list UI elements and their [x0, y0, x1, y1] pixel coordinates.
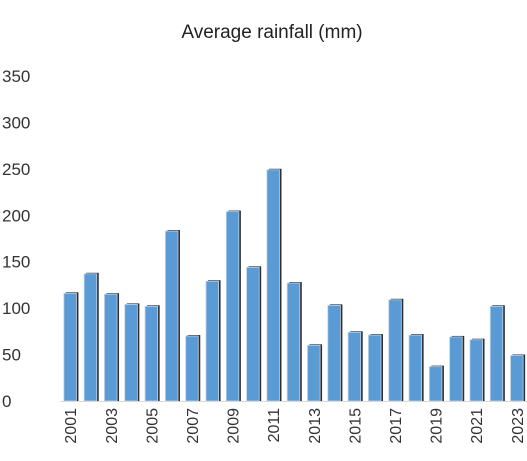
- x-tick-label: 2017: [388, 408, 405, 444]
- bar-2005: [144, 305, 159, 402]
- y-axis: 0 50 100 150 200 250 300 350: [2, 67, 30, 411]
- bar-2004: [124, 304, 138, 402]
- x-tick-label: 2013: [307, 408, 324, 444]
- x-tick-label: 2005: [144, 408, 161, 444]
- bar-2016: [368, 334, 382, 402]
- x-tick-label: 2015: [347, 408, 364, 444]
- y-tick-label: 250: [2, 160, 30, 179]
- bar-2011: [266, 169, 280, 402]
- bar-2021: [469, 339, 483, 402]
- x-tick-label: 2001: [63, 408, 80, 444]
- y-tick-label: 200: [2, 206, 30, 225]
- x-tick-label: 2023: [510, 408, 527, 444]
- y-tick-label: 150: [2, 253, 30, 272]
- bars: [63, 168, 526, 402]
- x-tick-label: 2019: [429, 408, 446, 444]
- x-tick-label: 2007: [185, 408, 202, 444]
- bar-2006: [164, 230, 179, 402]
- bar-2002: [83, 273, 98, 402]
- y-tick-label: 50: [2, 346, 21, 365]
- bar-2008: [205, 280, 219, 402]
- y-tick-label: 100: [2, 299, 30, 318]
- bar-2020: [449, 336, 463, 402]
- bar-2015: [347, 331, 362, 402]
- y-tick-label: 350: [2, 67, 30, 86]
- y-tick-label: 0: [2, 392, 11, 411]
- y-tick-label: 300: [2, 113, 30, 132]
- bar-2007: [185, 335, 199, 402]
- bar-2009: [225, 211, 240, 402]
- bar-2010: [246, 266, 260, 402]
- x-tick-label: 2003: [104, 408, 121, 444]
- x-tick-label: 2009: [226, 408, 243, 444]
- bar-2012: [286, 282, 301, 402]
- bar-2001: [63, 292, 77, 402]
- bar-2003: [104, 293, 118, 402]
- chart-title: Average rainfall (mm): [181, 22, 362, 43]
- bar-2018: [408, 334, 423, 402]
- bar-2022: [489, 305, 504, 402]
- x-axis: 2001 2003 2005 2007 2009 2011 2013 2015 2017 2019…: [63, 408, 527, 444]
- bar-2019: [428, 366, 443, 402]
- bar-2013: [307, 344, 321, 402]
- bar-2017: [388, 299, 402, 402]
- bar-2023: [510, 355, 524, 402]
- x-tick-label: 2021: [469, 408, 486, 444]
- x-tick-label: 2011: [266, 408, 283, 443]
- bar-2014: [327, 304, 341, 402]
